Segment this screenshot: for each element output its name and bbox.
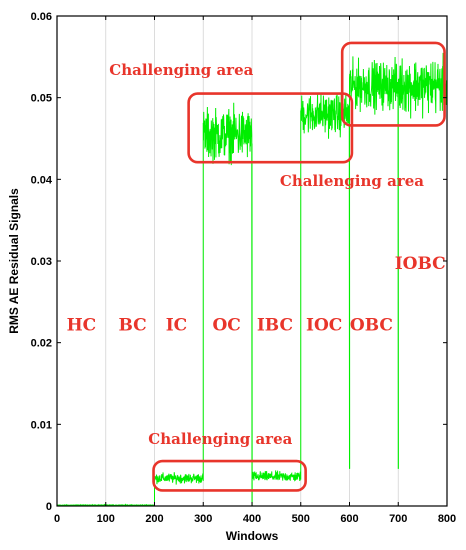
annotation-challenging-area-1: Challenging area xyxy=(280,172,424,190)
region-label-ibc: IBC xyxy=(257,315,293,335)
x-tick-label-1: 100 xyxy=(97,513,115,525)
x-tick-label-4: 400 xyxy=(243,513,261,525)
x-tick-label-7: 700 xyxy=(389,513,407,525)
y-tick-label-4: 0.04 xyxy=(31,174,53,186)
x-axis-ticks: 0 100 200 300 400 500 600 700 800 xyxy=(54,16,456,525)
region-label-hc: HC xyxy=(67,315,97,335)
region-label-ic: IC xyxy=(166,315,187,335)
region-label-ioc: IOC xyxy=(306,315,342,335)
y-tick-label-1: 0.01 xyxy=(31,419,52,431)
series-layer xyxy=(56,52,448,507)
region-label-obc: OBC xyxy=(350,315,393,335)
x-tick-label-6: 600 xyxy=(340,513,358,525)
y-axis-ticks: 0 0.01 0.02 0.03 0.04 0.05 0.06 xyxy=(31,11,447,513)
x-axis-label: Windows xyxy=(226,529,279,543)
annotation-challenging-area-2: Challenging area xyxy=(148,430,292,448)
y-tick-label-3: 0.03 xyxy=(31,256,52,268)
y-axis-label: RMS AE Residual Signals xyxy=(7,188,21,334)
annotation-challenging-area-0: Challenging area xyxy=(109,61,253,79)
series-line-0 xyxy=(56,52,448,507)
highlight-boxes xyxy=(152,41,446,492)
y-tick-label-5: 0.05 xyxy=(31,93,52,105)
highlight-box-0 xyxy=(187,92,354,164)
region-label-iobc: IOBC xyxy=(395,254,446,274)
x-tick-label-5: 500 xyxy=(292,513,310,525)
x-tick-label-3: 300 xyxy=(194,513,212,525)
y-tick-label-6: 0.06 xyxy=(31,11,52,23)
x-tick-label-0: 0 xyxy=(54,513,60,525)
x-tick-label-2: 200 xyxy=(145,513,163,525)
highlight-box-2 xyxy=(152,459,307,492)
annotations: Challenging area Challenging area Challeng… xyxy=(109,61,424,448)
region-label-oc: OC xyxy=(212,315,240,335)
y-tick-label-2: 0.02 xyxy=(31,338,52,350)
highlight-box-1 xyxy=(340,41,446,127)
y-tick-label-0: 0 xyxy=(46,501,52,513)
region-label-bc: BC xyxy=(118,315,146,335)
region-labels: HC BC IC OC IBC IOC OBC IOBC xyxy=(67,254,446,335)
x-tick-label-8: 800 xyxy=(438,513,456,525)
